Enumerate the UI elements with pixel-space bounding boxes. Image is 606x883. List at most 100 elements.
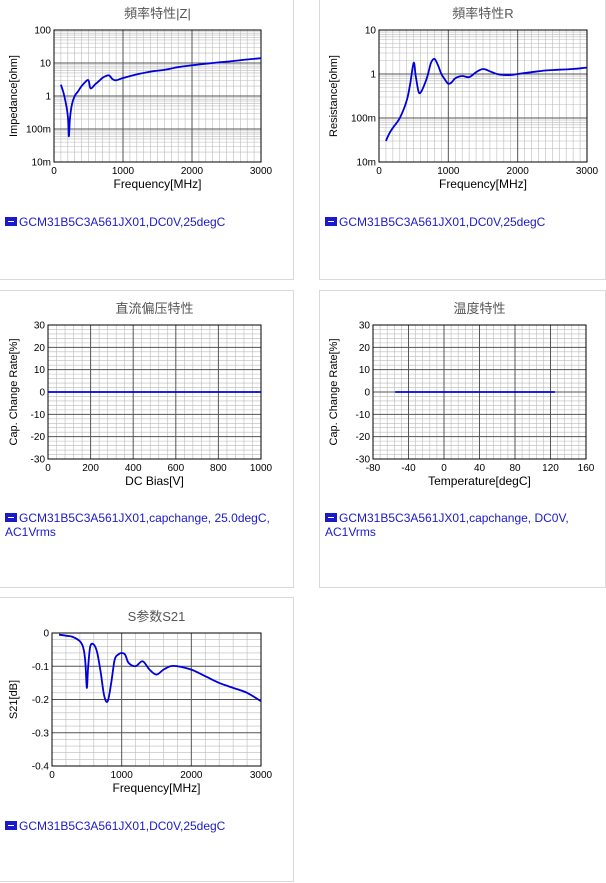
y-tick-label: 0 xyxy=(43,629,49,640)
y-tick-label: -10 xyxy=(356,410,371,421)
chart-title: 温度特性 xyxy=(453,301,505,316)
x-tick-label: 400 xyxy=(125,463,142,474)
resistance-chart-panel: 10m 100m 1 10 0 1000 2000 3000 頻率特性R Frequency[MH… xyxy=(319,0,606,280)
y-tick-label: 1 xyxy=(370,70,376,81)
y-axis-label: S21[dB] xyxy=(8,680,20,719)
s21-chart-panel: -0.4 -0.3 -0.2 -0.1 0 0 1000 2000 3000 S参数S21 Freq… xyxy=(0,597,294,882)
x-axis-label: Temperature[degC] xyxy=(428,474,531,488)
legend-swatch-icon xyxy=(5,217,17,226)
y-tick-label: 20 xyxy=(34,343,46,354)
legend-label: GCM31B5C3A561JX01,capchange, DC0V, AC1Vr… xyxy=(325,511,569,539)
y-tick-label: 100m xyxy=(351,114,376,125)
series-line xyxy=(58,633,262,703)
x-axis-label: Frequency[MHz] xyxy=(113,177,201,191)
x-tick-label: 120 xyxy=(542,463,559,474)
y-tick-label: -30 xyxy=(31,455,46,466)
y-tick-label: 10m xyxy=(32,158,51,169)
legend-swatch-icon xyxy=(325,217,337,226)
x-tick-label: 3000 xyxy=(576,166,599,177)
plot-frame xyxy=(51,632,262,767)
x-tick-label: 3000 xyxy=(250,166,273,177)
y-tick-label: 10 xyxy=(359,365,371,376)
y-tick-label: -0.1 xyxy=(32,662,50,673)
chart-title: 直流偏压特性 xyxy=(115,301,193,316)
y-axis-label: Cap. Change Rate[%] xyxy=(328,338,340,445)
x-tick-label: 200 xyxy=(82,463,99,474)
legend-label: GCM31B5C3A561JX01,DC0V,25degC xyxy=(339,215,546,229)
y-tick-label: 10m xyxy=(357,158,376,169)
y-tick-label: 30 xyxy=(34,321,46,332)
plot-frame xyxy=(372,324,587,460)
y-tick-label: 1 xyxy=(45,92,51,103)
chart-title: 頻率特性R xyxy=(452,6,513,21)
temperature-chart-panel: -30 -20 -10 0 10 20 30 -80 -40 0 40 80 120 160 温度特性 Tem… xyxy=(319,290,606,588)
chart-legend[interactable]: GCM31B5C3A561JX01,DC0V,25degC xyxy=(5,819,225,833)
legend-swatch-icon xyxy=(5,513,17,522)
x-tick-label: 2000 xyxy=(507,166,530,177)
dc-bias-chart: -30 -20 -10 0 10 20 30 0 200 400 600 800 1000 直流偏压特性 D… xyxy=(8,301,273,488)
x-tick-label: 3000 xyxy=(250,770,273,781)
chart-legend[interactable]: GCM31B5C3A561JX01,capchange, 25.0degC, A… xyxy=(5,511,293,539)
x-tick-label: 1000 xyxy=(437,166,460,177)
resistance-chart: 10m 100m 1 10 0 1000 2000 3000 頻率特性R Frequency[MH… xyxy=(328,6,599,191)
y-tick-label: 10 xyxy=(40,59,52,70)
x-tick-label: 0 xyxy=(376,166,382,177)
y-tick-label: 100m xyxy=(26,125,51,136)
y-axis-label: Impedance[ohm] xyxy=(8,55,20,137)
dc-bias-chart-panel: -30 -20 -10 0 10 20 30 0 200 400 600 800 1000 直流偏压特性 D… xyxy=(0,290,294,588)
x-tick-label: 80 xyxy=(509,463,521,474)
x-tick-label: 2000 xyxy=(180,770,203,781)
legend-label: GCM31B5C3A561JX01,DC0V,25degC xyxy=(19,215,226,229)
chart-title: 頻率特性|Z| xyxy=(124,6,191,21)
x-tick-label: 0 xyxy=(51,166,57,177)
x-axis-label: Frequency[MHz] xyxy=(112,781,200,795)
impedance-chart-panel: 10m 100m 1 10 100 0 1000 2000 3000 頻率特性|Z| Frequen… xyxy=(0,0,294,280)
chart-title: S参数S21 xyxy=(128,609,186,624)
y-tick-label: -0.3 xyxy=(32,728,50,739)
x-tick-label: 0 xyxy=(441,463,447,474)
y-tick-label: 10 xyxy=(34,365,46,376)
y-tick-label: 100 xyxy=(34,26,51,37)
series-line xyxy=(60,57,262,138)
x-tick-label: 1000 xyxy=(250,463,273,474)
chart-legend[interactable]: GCM31B5C3A561JX01,capchange, DC0V, AC1Vr… xyxy=(325,511,605,539)
temperature-chart: -30 -20 -10 0 10 20 30 -80 -40 0 40 80 120 160 温度特性 Tem… xyxy=(328,301,595,488)
x-tick-label: 1000 xyxy=(112,166,135,177)
x-tick-label: 1000 xyxy=(111,770,134,781)
plot-frame xyxy=(53,29,262,163)
y-tick-label: 0 xyxy=(364,388,370,399)
x-tick-label: -80 xyxy=(366,463,381,474)
x-tick-label: 0 xyxy=(45,463,51,474)
y-axis-label: Resistance[ohm] xyxy=(328,55,340,137)
y-tick-label: 20 xyxy=(359,343,371,354)
y-tick-label: 30 xyxy=(359,321,371,332)
chart-legend[interactable]: GCM31B5C3A561JX01,DC0V,25degC xyxy=(5,215,225,229)
series-line xyxy=(385,57,588,142)
x-tick-label: 600 xyxy=(167,463,184,474)
y-tick-label: 0 xyxy=(39,388,45,399)
legend-label: GCM31B5C3A561JX01,capchange, 25.0degC, A… xyxy=(5,511,270,539)
y-tick-label: -30 xyxy=(356,455,371,466)
legend-swatch-icon xyxy=(5,821,17,830)
x-tick-label: 160 xyxy=(578,463,595,474)
chart-legend[interactable]: GCM31B5C3A561JX01,DC0V,25degC xyxy=(325,215,545,229)
x-tick-label: 800 xyxy=(210,463,227,474)
x-tick-label: -40 xyxy=(401,463,416,474)
y-tick-label: -20 xyxy=(31,432,46,443)
plot-frame xyxy=(378,29,588,163)
y-tick-label: 10 xyxy=(365,26,377,37)
x-tick-label: 2000 xyxy=(181,166,204,177)
x-axis-label: DC Bias[V] xyxy=(125,474,184,488)
y-tick-label: -0.2 xyxy=(32,695,50,706)
y-tick-label: -0.4 xyxy=(32,762,50,773)
y-axis-label: Cap. Change Rate[%] xyxy=(8,338,20,445)
x-tick-label: 40 xyxy=(474,463,486,474)
legend-label: GCM31B5C3A561JX01,DC0V,25degC xyxy=(19,819,226,833)
y-tick-label: -20 xyxy=(356,432,371,443)
x-tick-label: 0 xyxy=(49,770,55,781)
x-axis-label: Frequency[MHz] xyxy=(439,177,527,191)
legend-swatch-icon xyxy=(325,513,337,522)
s21-chart: -0.4 -0.3 -0.2 -0.1 0 0 1000 2000 3000 S参数S21 Freq… xyxy=(8,609,273,795)
y-tick-label: -10 xyxy=(31,410,46,421)
